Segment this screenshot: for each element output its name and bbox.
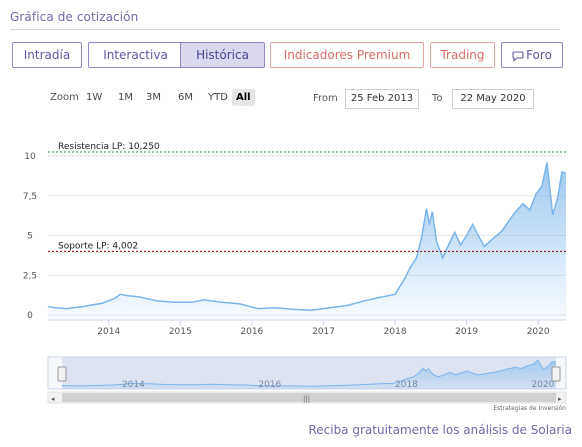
from-label: From [313, 93, 338, 104]
y-tick-label: 7,5 [23, 192, 37, 202]
chart-credit: Estrategias de Inversión [493, 405, 566, 412]
tab-label: Intradía [23, 48, 71, 62]
annotation-label: Resistencia LP: 10,250 [58, 142, 160, 152]
x-tick-label: 2018 [384, 327, 407, 337]
tab-intrad-a[interactable]: Intradía [12, 42, 82, 68]
tab-foro[interactable]: Foro [501, 42, 563, 68]
tab-hist-rica[interactable]: Histórica [180, 42, 265, 68]
navigator-tick-label: 2020 [531, 380, 554, 390]
y-tick-label: 10 [24, 152, 36, 162]
x-tick-label: 2014 [97, 327, 120, 337]
x-tick-label: 2017 [312, 327, 335, 337]
zoom-all-button[interactable]: All [232, 89, 255, 106]
to-label: To [432, 93, 443, 104]
series-line [47, 162, 567, 311]
tab-label: Interactiva [103, 48, 168, 62]
tab-trading[interactable]: Trading [430, 42, 495, 68]
to-date-input[interactable]: 22 May 2020 [452, 89, 534, 109]
scroll-left-arrow-icon[interactable]: ◂ [51, 395, 55, 403]
y-tick-label: 2,5 [23, 271, 37, 281]
series-area [48, 162, 566, 320]
x-tick-label: 2019 [455, 327, 478, 337]
annotation-label: Soporte LP: 4,002 [58, 241, 138, 251]
navigator-right-handle[interactable] [551, 366, 561, 382]
navigator-area [62, 360, 556, 389]
y-tick-label: 0 [27, 311, 33, 321]
tab-indicadores-premium[interactable]: Indicadores Premium [270, 42, 424, 68]
zoom-ytd-button[interactable]: YTD [208, 92, 228, 103]
navigator-tick-label: 2016 [258, 380, 281, 390]
navigator-tick-label: 2018 [395, 380, 418, 390]
title-divider [10, 29, 560, 30]
from-date-input[interactable]: 25 Feb 2013 [345, 89, 419, 109]
cta-link[interactable]: Reciba gratuitamente los análisis de Sol… [308, 423, 572, 437]
zoom-1m-button[interactable]: 1M [118, 92, 133, 103]
scrollbar-thumb[interactable] [62, 393, 556, 402]
chat-bubble-icon [512, 46, 524, 70]
tab-label: Indicadores Premium [283, 48, 411, 62]
y-tick-label: 5 [27, 232, 33, 242]
zoom-1w-button[interactable]: 1W [86, 92, 103, 103]
navigator-line [61, 359, 557, 387]
tab-label: Foro [526, 48, 552, 62]
zoom-label: Zoom [50, 92, 79, 103]
x-tick-label: 2016 [240, 327, 263, 337]
scrollbar-grip-icon[interactable]: ||| [303, 395, 310, 403]
x-tick-label: 2020 [527, 327, 550, 337]
tab-label: Trading [440, 48, 485, 62]
navigator-tick-label: 2014 [122, 380, 145, 390]
section-title: Gráfica de cotización [10, 10, 139, 24]
zoom-3m-button[interactable]: 3M [146, 92, 161, 103]
navigator-left-handle[interactable] [57, 366, 67, 382]
x-tick-label: 2015 [169, 327, 192, 337]
navigator[interactable]: 2014 2016 2018 2020 ◂ ▸ ||| [47, 356, 567, 404]
tab-label: Histórica [196, 48, 249, 62]
tab-interactiva[interactable]: Interactiva [88, 42, 183, 68]
scroll-right-arrow-icon[interactable]: ▸ [558, 395, 562, 403]
zoom-6m-button[interactable]: 6M [178, 92, 193, 103]
